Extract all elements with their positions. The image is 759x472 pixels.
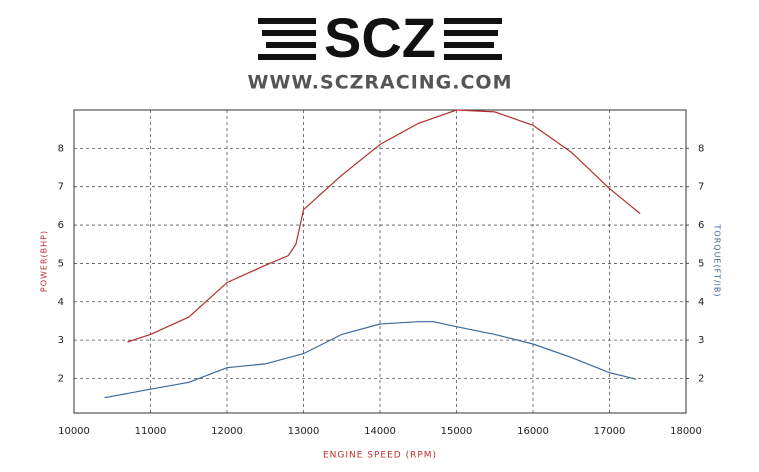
x-tick-label: 11000 (135, 426, 167, 437)
logo-url: WWW.SCZRACING.COM (247, 72, 512, 94)
y2-tick-label: 5 (698, 258, 704, 269)
y2-tick-label: 4 (698, 297, 704, 308)
y2-tick-label: 6 (698, 220, 704, 231)
x-tick-label: 13000 (288, 426, 320, 437)
y2-tick-label: 7 (698, 182, 704, 193)
logo-text: SCZ (324, 6, 436, 69)
y-tick-label: 4 (58, 297, 64, 308)
series-line (127, 109, 641, 343)
x-tick-label: 17000 (594, 426, 626, 437)
y-tick-label: 3 (58, 335, 64, 346)
y-tick-label: 6 (58, 220, 64, 231)
series-line (104, 321, 637, 399)
x-tick-label: 16000 (517, 426, 549, 437)
y2-axis-label: TORQUE(FT/lB) (713, 224, 722, 298)
x-tick-label: 12000 (211, 426, 243, 437)
y2-tick-label: 2 (698, 373, 704, 384)
y-axis-label: POWER(BHP) (40, 230, 49, 292)
plot-frame (73, 109, 687, 414)
y-tick-label: 5 (58, 258, 64, 269)
y-tick-label: 8 (58, 143, 64, 154)
x-tick-label: 10000 (58, 426, 90, 437)
y2-tick-label: 8 (698, 143, 704, 154)
x-tick-label: 18000 (670, 426, 702, 437)
x-tick-label: 14000 (364, 426, 396, 437)
y-tick-label: 7 (58, 182, 64, 193)
y-tick-label: 2 (58, 373, 64, 384)
y2-tick-label: 3 (698, 335, 704, 346)
logo: SCZ WWW.SCZRACING.COM (247, 6, 512, 94)
x-tick-label: 15000 (441, 426, 473, 437)
x-axis-label: ENGINE SPEED (RPM) (323, 451, 437, 461)
